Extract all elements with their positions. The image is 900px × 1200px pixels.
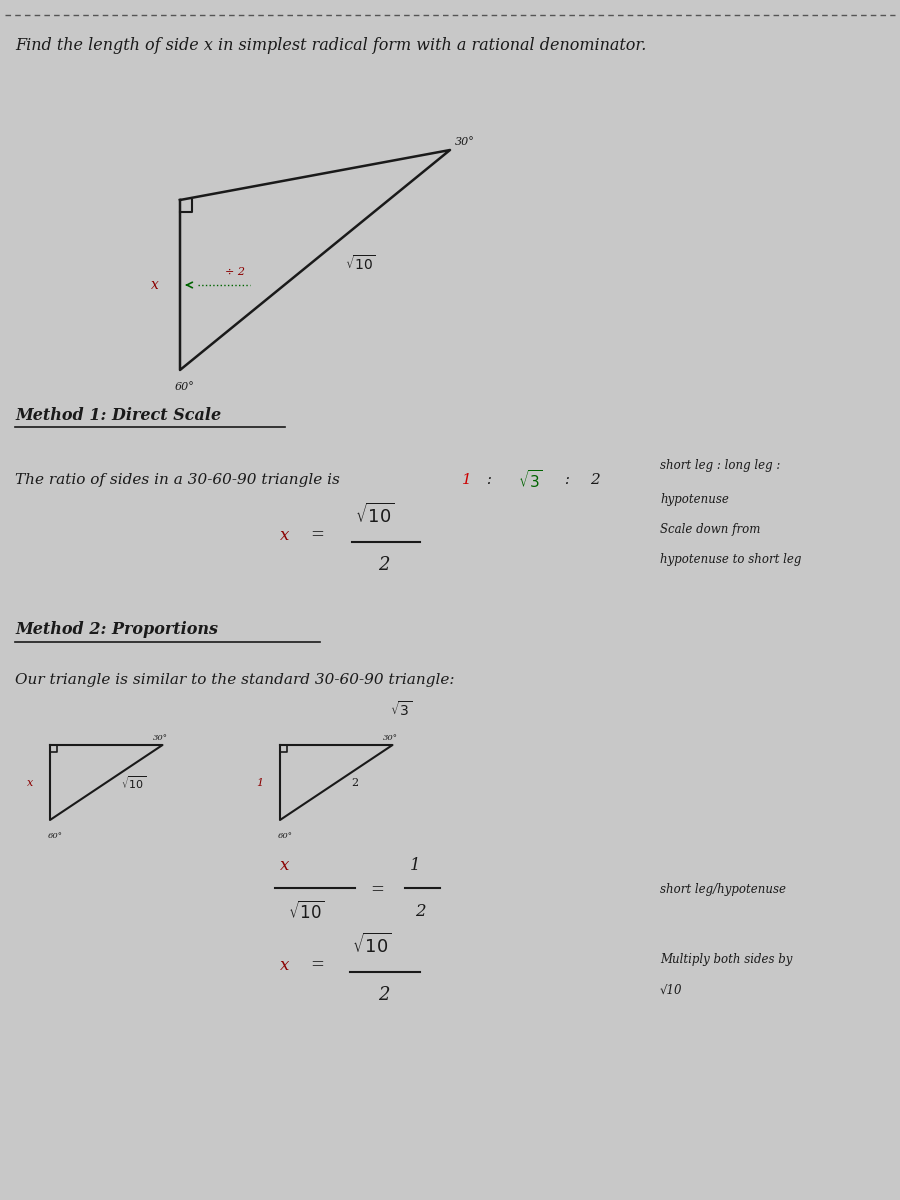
Text: $\sqrt{3}$: $\sqrt{3}$: [390, 701, 412, 720]
Text: 2: 2: [378, 986, 390, 1004]
Text: 2: 2: [351, 778, 358, 787]
Text: =: =: [370, 882, 384, 899]
Text: 1: 1: [256, 778, 264, 787]
Text: x: x: [151, 278, 159, 292]
Text: hypotenuse: hypotenuse: [660, 493, 729, 506]
Text: 2: 2: [378, 556, 390, 574]
Text: x: x: [280, 527, 290, 544]
Text: x: x: [280, 956, 290, 973]
Text: The ratio of sides in a 30-60-90 triangle is: The ratio of sides in a 30-60-90 triangl…: [15, 473, 345, 487]
Text: :: :: [560, 473, 575, 487]
Text: $\sqrt{3}$: $\sqrt{3}$: [518, 469, 543, 491]
Text: short leg : long leg :: short leg : long leg :: [660, 458, 780, 472]
Text: ÷ 2: ÷ 2: [225, 266, 245, 277]
Text: Multiply both sides by: Multiply both sides by: [660, 954, 792, 966]
Text: $\sqrt{10}$: $\sqrt{10}$: [122, 774, 147, 791]
Text: $\sqrt{10}$: $\sqrt{10}$: [345, 254, 376, 272]
Text: 60°: 60°: [175, 382, 195, 392]
Text: Scale down from: Scale down from: [660, 523, 760, 536]
Text: 30°: 30°: [455, 137, 475, 146]
Text: x: x: [27, 778, 33, 787]
Text: =: =: [310, 956, 324, 973]
Text: =: =: [310, 527, 324, 544]
Text: 2: 2: [590, 473, 599, 487]
Text: Method 1: Direct Scale: Method 1: Direct Scale: [15, 407, 221, 424]
Text: 1: 1: [462, 473, 472, 487]
Text: 30°: 30°: [382, 734, 398, 742]
Text: x: x: [280, 857, 290, 874]
Text: Our triangle is similar to the standard 30-60-90 triangle:: Our triangle is similar to the standard …: [15, 673, 454, 686]
Text: 60°: 60°: [48, 832, 63, 840]
Text: Find the length of side x in simplest radical form with a rational denominator.: Find the length of side x in simplest ra…: [15, 36, 646, 54]
Text: 30°: 30°: [152, 734, 167, 742]
Text: 1: 1: [410, 857, 420, 874]
Text: √10: √10: [660, 984, 682, 996]
Text: $\sqrt{10}$: $\sqrt{10}$: [355, 503, 395, 527]
Text: short leg/hypotenuse: short leg/hypotenuse: [660, 883, 786, 896]
Text: $\sqrt{10}$: $\sqrt{10}$: [352, 932, 392, 958]
Text: Method 2: Proportions: Method 2: Proportions: [15, 622, 218, 638]
Text: 60°: 60°: [278, 832, 293, 840]
Text: 2: 2: [415, 904, 426, 920]
Text: $\sqrt{10}$: $\sqrt{10}$: [288, 901, 325, 923]
Text: hypotenuse to short leg: hypotenuse to short leg: [660, 553, 801, 566]
Text: :: :: [482, 473, 497, 487]
